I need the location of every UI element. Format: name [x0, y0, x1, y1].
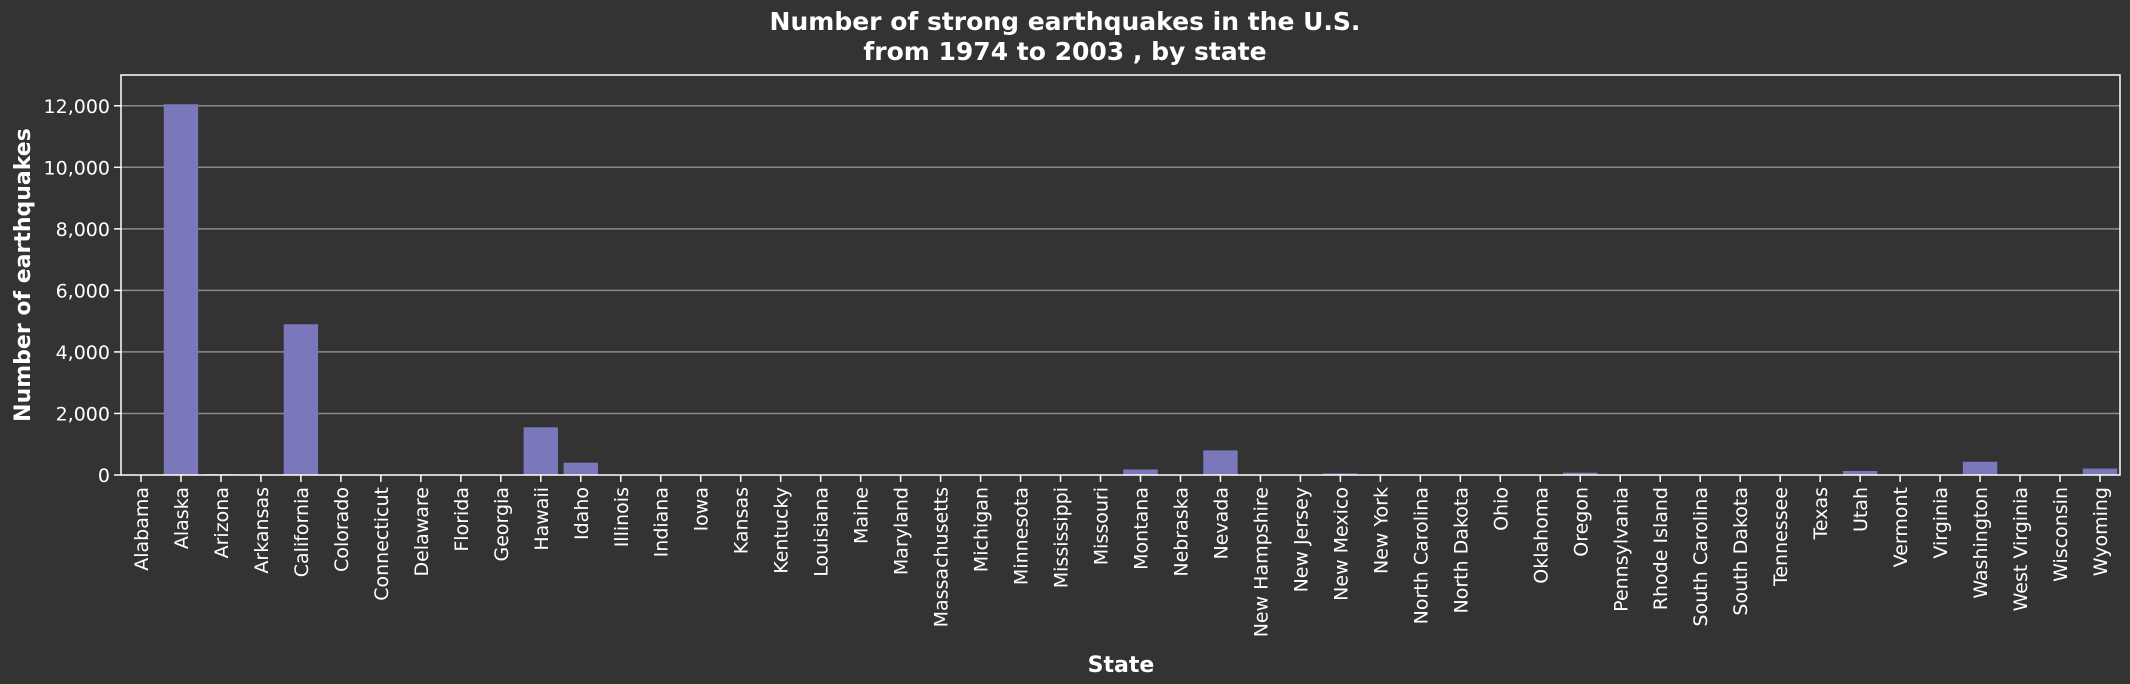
bar-utah: [1842, 471, 1878, 475]
x-tick-label: California: [291, 487, 313, 577]
bar-oregon: [1563, 472, 1598, 475]
x-tick-label: West Virginia: [2010, 487, 2032, 611]
x-tick-label: Delaware: [411, 487, 433, 577]
y-tick-label: 6,000: [56, 280, 110, 302]
x-tick-label: Oklahoma: [1530, 487, 1552, 584]
x-tick-label: Kansas: [731, 487, 753, 554]
x-tick-label: Nebraska: [1170, 487, 1192, 577]
x-tick-label: Kentucky: [771, 487, 793, 574]
x-tick-label: Maine: [851, 487, 873, 544]
y-axis-ticks: 0 2,000 4,000 6,000 8,000 10,000 12,000: [44, 96, 121, 487]
x-tick-label: Indiana: [651, 487, 673, 557]
x-tick-label: South Carolina: [1690, 487, 1712, 626]
x-tick-label: Rhode Island: [1650, 487, 1672, 610]
x-tick-label: Tennessee: [1770, 487, 1792, 587]
x-tick-label: New Jersey: [1290, 487, 1312, 592]
x-tick-label: Arizona: [211, 487, 233, 558]
y-tick-label: 12,000: [44, 96, 110, 118]
x-tick-label: Hawaii: [531, 487, 553, 551]
x-tick-label: Missouri: [1091, 487, 1113, 565]
x-tick-label: Michigan: [971, 487, 993, 572]
x-tick-label: Montana: [1130, 487, 1152, 570]
bar-washington: [1962, 461, 1998, 475]
x-tick-label: Vermont: [1890, 487, 1912, 567]
x-tick-label: Colorado: [331, 487, 353, 572]
x-tick-label: Texas: [1810, 487, 1832, 541]
chart-title-line-1: Number of strong earthquakes in the U.S.: [770, 7, 1361, 36]
x-tick-label: Minnesota: [1011, 487, 1033, 585]
y-axis-label: Number of earthquakes: [11, 128, 36, 422]
x-tick-label: Iowa: [691, 487, 713, 531]
x-tick-label: Mississippi: [1051, 487, 1073, 588]
bar-new-mexico: [1323, 473, 1358, 475]
x-tick-label: South Dakota: [1730, 487, 1752, 616]
plot-frame: [120, 74, 2121, 476]
y-tick-label: 8,000: [56, 219, 110, 241]
bar-california: [283, 324, 319, 475]
x-tick-label: Ohio: [1490, 487, 1512, 531]
x-tick-label: New York: [1370, 487, 1392, 574]
x-tick-label: Nevada: [1210, 487, 1232, 560]
chart-title-line-2: from 1974 to 2003 , by state: [863, 37, 1266, 66]
bar-alaska: [163, 104, 199, 475]
x-tick-label: Utah: [1850, 487, 1872, 532]
bar-wyoming: [2082, 468, 2118, 475]
x-tick-label: Virginia: [1930, 487, 1952, 559]
y-tick-label: 10,000: [44, 157, 110, 179]
x-tick-label: Arkansas: [251, 487, 273, 574]
x-tick-label: Idaho: [571, 487, 593, 540]
bars: [123, 104, 2118, 475]
x-tick-label: Florida: [451, 487, 473, 552]
y-tick-label: 2,000: [56, 403, 110, 425]
x-tick-label: North Carolina: [1410, 487, 1432, 624]
bar-montana: [1123, 469, 1158, 475]
x-tick-label: Wisconsin: [2050, 487, 2072, 582]
x-tick-label: Pennsylvania: [1610, 487, 1632, 612]
x-tick-label: Oregon: [1570, 487, 1592, 557]
x-tick-label: Alabama: [131, 487, 153, 571]
y-tick-label: 4,000: [56, 342, 110, 364]
x-tick-label: New Mexico: [1330, 487, 1352, 601]
x-axis-ticks: Alabama Alaska Arizona Arkansas California Co…: [131, 475, 2112, 637]
y-tick-label: 0: [98, 465, 110, 487]
x-tick-label: North Dakota: [1450, 487, 1472, 614]
x-tick-label: Connecticut: [371, 487, 393, 601]
gridlines: [121, 105, 2120, 415]
bar-nevada: [1203, 450, 1238, 475]
x-tick-label: Maryland: [891, 487, 913, 575]
x-tick-label: New Hampshire: [1250, 487, 1272, 637]
x-tick-label: Illinois: [611, 487, 633, 547]
x-tick-label: Louisiana: [811, 487, 833, 577]
x-tick-label: Wyoming: [2090, 487, 2112, 576]
x-tick-label: Massachusetts: [931, 487, 953, 627]
bar-hawaii: [523, 427, 558, 475]
x-tick-label: Georgia: [491, 487, 513, 562]
x-tick-label: Alaska: [171, 487, 193, 549]
x-axis-label: State: [1088, 653, 1155, 678]
bar-idaho: [563, 462, 598, 475]
x-tick-label: Washington: [1970, 487, 1992, 599]
